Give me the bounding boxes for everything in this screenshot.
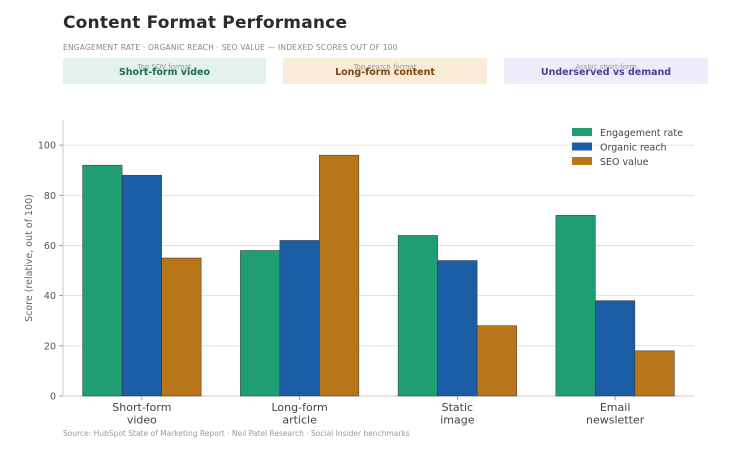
y-tick-label: 80 xyxy=(44,191,56,202)
x-tick-label: Email xyxy=(600,401,631,414)
stat-card-top-sov: Top SOV format Short-form video xyxy=(63,58,266,84)
x-tick-label: video xyxy=(127,414,157,427)
bar xyxy=(319,154,360,397)
bar xyxy=(279,240,320,397)
legend-label: Engagement rate xyxy=(600,128,683,139)
bar xyxy=(121,174,162,397)
x-tick-label: image xyxy=(440,414,474,427)
legend-swatch xyxy=(572,128,592,136)
stat-card-value: Short-form video xyxy=(118,67,211,78)
y-axis-label: Score (relative, out of 100) xyxy=(24,194,35,322)
stat-card-caption: Arabic short-form xyxy=(575,63,637,71)
x-tick-label: Long-form xyxy=(272,401,328,414)
bar xyxy=(82,164,123,397)
legend-label: Organic reach xyxy=(600,143,667,154)
stat-card-top-search: Top search format Long-form content xyxy=(283,58,487,84)
bar xyxy=(437,260,478,397)
y-tick-label: 100 xyxy=(38,141,56,152)
x-tick-label: Short-form xyxy=(112,401,171,414)
stat-card-value: Long-form content xyxy=(335,67,435,78)
bar xyxy=(595,300,636,397)
x-tick-label: article xyxy=(282,414,317,427)
stat-card-caption: Top search format xyxy=(353,63,417,71)
y-tick-label: 60 xyxy=(44,241,56,252)
bar xyxy=(161,257,202,397)
bar xyxy=(240,250,281,397)
bar xyxy=(397,235,438,397)
legend-swatch xyxy=(572,142,592,151)
stat-card-value: Underserved vs demand xyxy=(540,67,672,78)
x-tick-label: Static xyxy=(442,401,473,414)
chart-title: Content Format Performance xyxy=(63,13,348,33)
chart-subtitle: ENGAGEMENT RATE · ORGANIC REACH · SEO VA… xyxy=(63,43,398,52)
stat-card-caption: Top SOV format xyxy=(137,63,192,71)
legend-swatch xyxy=(572,157,592,165)
legend-label: SEO value xyxy=(600,157,649,168)
bar xyxy=(634,350,675,397)
bar xyxy=(476,325,517,397)
y-tick-label: 0 xyxy=(50,392,56,403)
y-tick-label: 40 xyxy=(44,291,56,302)
y-tick-label: 20 xyxy=(44,341,56,352)
source-note: Source: HubSpot State of Marketing Repor… xyxy=(63,429,410,438)
stat-card-arabic-short-form: Arabic short-form Underserved vs demand xyxy=(504,58,708,84)
bar xyxy=(555,215,596,397)
x-tick-label: newsletter xyxy=(586,414,645,427)
